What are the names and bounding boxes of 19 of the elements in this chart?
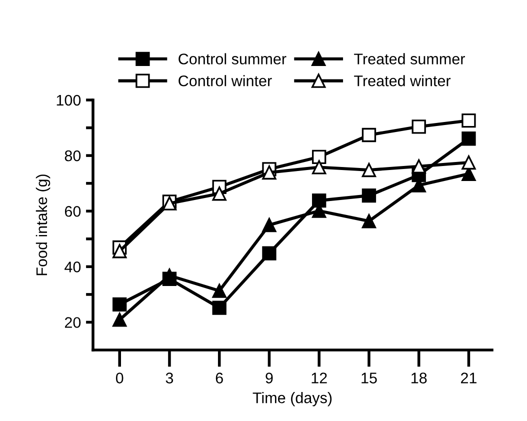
- y-axis-title: Food intake (g): [36, 174, 50, 276]
- x-tick-label: 21: [461, 372, 476, 384]
- x-tick-label: 12: [312, 372, 327, 384]
- x-tick-label: 3: [166, 372, 174, 384]
- legend-label: Control summer: [178, 53, 286, 64]
- x-axis-title: Time (days): [252, 392, 332, 406]
- y-tick-label: 80: [64, 150, 81, 162]
- y-tick-label: 20: [64, 317, 81, 328]
- x-tick-label: 6: [216, 372, 223, 384]
- x-tick-label: 0: [116, 372, 124, 384]
- legend-label: Treated summer: [354, 53, 465, 64]
- x-tick-label: 18: [412, 372, 427, 384]
- legend-label: Treated winter: [354, 75, 451, 86]
- x-tick-label: 15: [362, 372, 377, 384]
- y-tick-label: 60: [64, 206, 81, 217]
- y-tick-label: 40: [64, 262, 81, 272]
- x-tick-label: 9: [266, 372, 273, 384]
- legend-label: Control winter: [178, 75, 272, 86]
- y-tick-label: 100: [56, 94, 81, 106]
